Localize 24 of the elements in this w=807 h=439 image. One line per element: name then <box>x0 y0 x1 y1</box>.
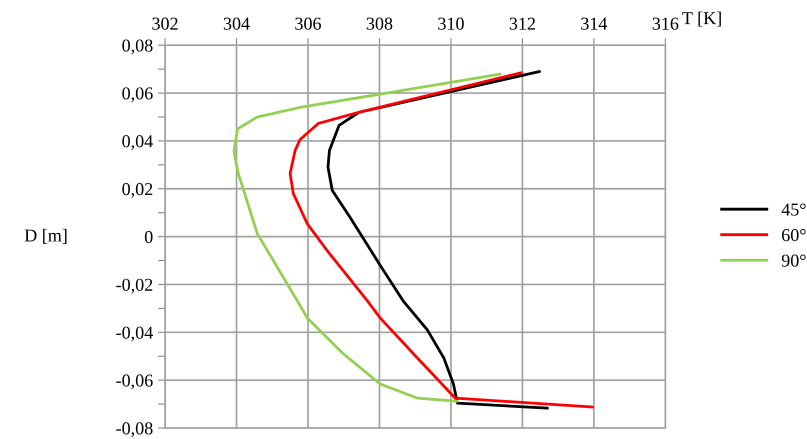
x-tick-label: 316 <box>652 18 678 30</box>
y-tick-label: 0,04 <box>122 135 153 150</box>
x-tick-label: 302 <box>152 18 178 30</box>
y-tick-label: -0,06 <box>116 374 153 390</box>
y-tick-label: -0,04 <box>116 326 153 342</box>
y-tick-label: 0,02 <box>122 183 152 198</box>
line-series <box>232 72 502 403</box>
line-series <box>288 71 594 408</box>
x-tick-label: 314 <box>581 18 608 30</box>
y-tick-label: -0,08 <box>116 422 153 438</box>
y-tick-label: 0,08 <box>122 39 153 54</box>
x-tick-label: 306 <box>295 18 321 30</box>
x-axis-title: T [K] <box>682 12 721 27</box>
legend-label: 60° <box>782 229 806 242</box>
y-tick-label: -0,02 <box>116 278 152 294</box>
x-tick-label: 310 <box>438 18 464 30</box>
x-tick-label: 308 <box>366 18 392 30</box>
y-tick-label: 0 <box>144 230 153 244</box>
legend-label: 90° <box>782 254 806 267</box>
legend-label: 45° <box>782 204 806 216</box>
y-tick-label: 0,06 <box>122 87 153 102</box>
x-tick-label: 312 <box>510 18 535 30</box>
y-axis-title: D [m] <box>24 228 66 244</box>
x-tick-label: 304 <box>224 18 250 30</box>
